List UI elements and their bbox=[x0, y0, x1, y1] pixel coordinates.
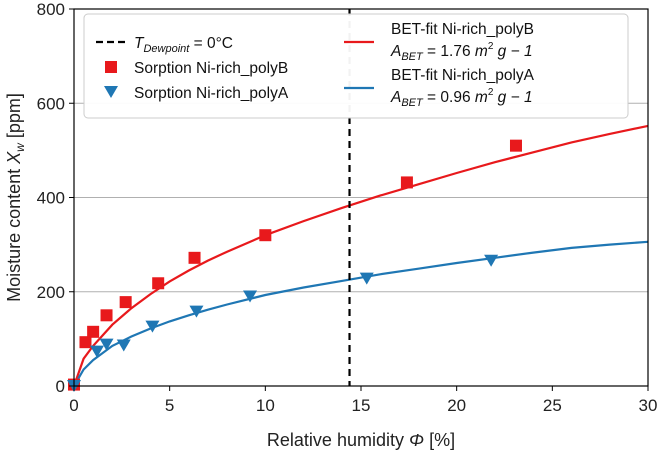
point-polyB-7 bbox=[259, 229, 272, 242]
legend-polyB-area-rest: g − 1 bbox=[493, 43, 532, 60]
legend-polyA-area-A: A bbox=[390, 89, 401, 106]
legend-polyA-marker bbox=[104, 86, 118, 98]
x-tick-label-5: 5 bbox=[165, 396, 174, 415]
y-axis-title-symbol: X bbox=[4, 151, 24, 165]
legend-polyB-area-sub: BET bbox=[401, 51, 424, 63]
x-axis-title-unit: [%] bbox=[429, 430, 455, 450]
legend-box bbox=[83, 13, 629, 119]
point-polyB-4 bbox=[119, 296, 132, 309]
point-polyB-5 bbox=[152, 277, 165, 290]
legend-polyA-fit-area: ABET = 0.96 m2 g − 1 bbox=[390, 87, 533, 109]
point-polyA-3 bbox=[116, 339, 131, 352]
point-polyA-5 bbox=[189, 305, 204, 318]
fit-curve-polyB bbox=[72, 124, 649, 387]
legend-polyA-area-rest: g − 1 bbox=[493, 89, 532, 106]
x-axis-title: Relative humidity Φ [%] bbox=[267, 430, 455, 450]
legend-polyB-area-A: A bbox=[390, 43, 401, 60]
data-points bbox=[67, 139, 522, 393]
point-polyB-9 bbox=[509, 139, 522, 152]
point-polyA-6 bbox=[243, 290, 258, 303]
x-tick-label-10: 10 bbox=[256, 396, 275, 415]
y-tick-label-600: 600 bbox=[37, 94, 65, 113]
legend-polyA-sorption-label: Sorption Ni-rich_polyA bbox=[134, 85, 289, 102]
y-tick-label-800: 800 bbox=[37, 0, 65, 19]
x-axis-title-text: Relative humidity bbox=[267, 430, 404, 450]
legend-polyB-fit-area: ABET = 1.76 m2 g − 1 bbox=[390, 41, 533, 63]
point-polyA-7 bbox=[359, 272, 374, 285]
point-polyB-6 bbox=[188, 251, 201, 264]
axis-ticks: 0 5 10 15 20 25 30 0 200 400 600 800 bbox=[37, 0, 658, 415]
legend-dewpoint-sub: Dewpoint bbox=[143, 43, 190, 55]
legend-polyA-fit-label: BET-fit Ni-rich_polyA bbox=[391, 67, 535, 84]
x-tick-label-30: 30 bbox=[639, 396, 658, 415]
fit-curve-polyA bbox=[73, 240, 649, 387]
y-axis-title-subscript: w bbox=[13, 142, 27, 152]
legend-polyB-marker bbox=[105, 61, 117, 73]
legend-polyA-area-unit: m bbox=[475, 89, 488, 106]
legend: TDewpoint = 0°C Sorption Ni-rich_polyB S… bbox=[83, 13, 629, 119]
legend-polyA-area-sub: BET bbox=[401, 97, 424, 109]
y-axis-title: Moisture content Xw [ppm] bbox=[4, 93, 27, 302]
point-polyA-2 bbox=[99, 338, 114, 351]
legend-dewpoint-suffix: = 0°C bbox=[189, 35, 233, 52]
y-tick-label-200: 200 bbox=[37, 283, 65, 302]
x-tick-label-15: 15 bbox=[352, 396, 371, 415]
x-tick-label-20: 20 bbox=[447, 396, 466, 415]
y-tick-label-400: 400 bbox=[37, 189, 65, 208]
legend-polyA-area-value: = 0.96 bbox=[423, 89, 475, 106]
legend-polyB-sorption-label: Sorption Ni-rich_polyB bbox=[134, 60, 288, 77]
point-polyA-4 bbox=[145, 320, 160, 333]
x-tick-label-25: 25 bbox=[543, 396, 562, 415]
x-axis-title-symbol: Φ bbox=[409, 430, 424, 450]
point-polyB-2 bbox=[87, 325, 100, 338]
legend-polyB-fit-label: BET-fit Ni-rich_polyB bbox=[391, 21, 534, 38]
legend-polyB-area-sup: 2 bbox=[488, 41, 494, 52]
point-polyB-3 bbox=[100, 309, 113, 322]
point-polyA-1 bbox=[89, 345, 104, 358]
legend-dewpoint-label: TDewpoint = 0°C bbox=[134, 35, 233, 55]
y-axis-title-unit: [ppm] bbox=[4, 93, 24, 138]
fit-curves bbox=[72, 124, 649, 387]
legend-polyA-area-sup: 2 bbox=[488, 87, 494, 98]
legend-polyB-area-unit: m bbox=[475, 43, 488, 60]
y-tick-label-0: 0 bbox=[56, 377, 65, 396]
legend-polyB-area-value: = 1.76 bbox=[423, 43, 475, 60]
y-axis-title-text: Moisture content bbox=[4, 169, 24, 302]
point-polyB-1 bbox=[79, 336, 92, 349]
legend-dewpoint-T: T bbox=[134, 35, 145, 52]
point-polyA-8 bbox=[484, 254, 499, 267]
x-tick-label-0: 0 bbox=[69, 396, 78, 415]
point-polyB-8 bbox=[400, 176, 413, 189]
